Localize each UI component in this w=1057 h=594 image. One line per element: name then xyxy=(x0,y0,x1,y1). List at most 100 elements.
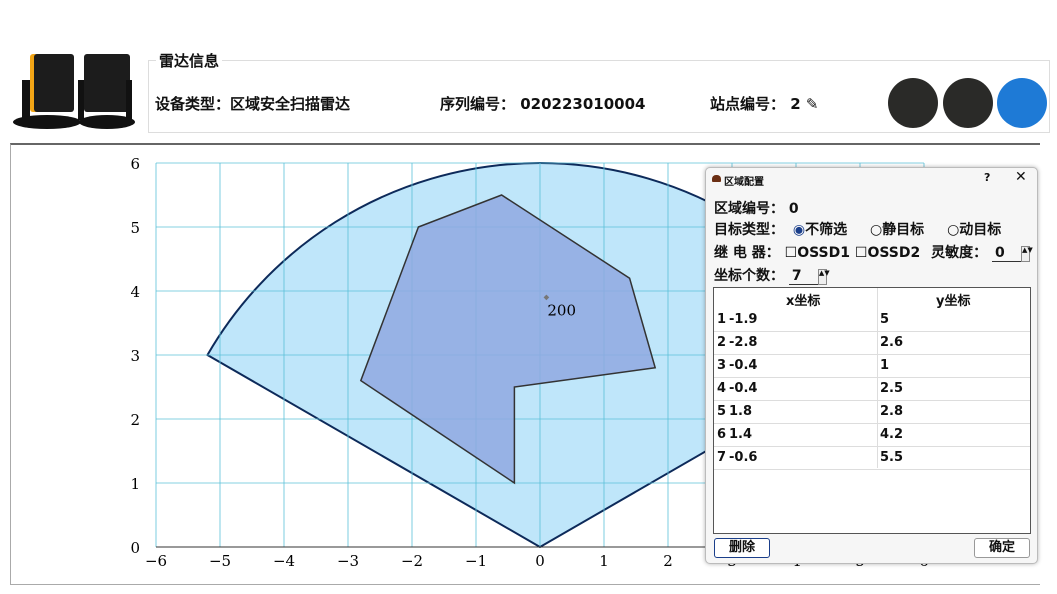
x-tick-label: −1 xyxy=(465,552,487,570)
radar-device-image xyxy=(13,54,135,129)
table-row[interactable]: 7 -0.6 5.5 xyxy=(714,447,1030,470)
cell-x[interactable]: -0.6 xyxy=(729,450,758,465)
target-label: 目标类型： xyxy=(714,222,784,238)
relay-label: 继 电 器： xyxy=(714,245,780,261)
row-index: 1 xyxy=(717,312,727,327)
x-tick-label: −3 xyxy=(337,552,359,570)
count-spinbox[interactable]: 7 ▲▼ xyxy=(788,268,830,285)
table-row[interactable]: 1 -1.9 5 xyxy=(714,309,1030,332)
row-index: 7 xyxy=(717,450,727,465)
delete-button[interactable]: 删除 xyxy=(714,538,770,558)
marker-point xyxy=(543,294,550,301)
status-indicator-2 xyxy=(943,78,993,128)
zone-polygon xyxy=(359,194,657,485)
zone-value: 0 xyxy=(788,201,799,217)
cell-x[interactable]: -2.8 xyxy=(729,335,758,350)
spin-arrows-icon[interactable]: ▲▼ xyxy=(1021,246,1033,262)
y-tick-label: 6 xyxy=(130,155,140,173)
status-indicator-3 xyxy=(997,78,1047,128)
checkbox-ossd2[interactable]: ☐OSSD2 xyxy=(854,245,921,261)
edit-icon[interactable]: ✎ xyxy=(805,95,819,113)
device-type: 设备类型：区域安全扫描雷达 xyxy=(155,93,350,114)
table-row[interactable]: 2 -2.8 2.6 xyxy=(714,332,1030,355)
x-tick-label: −2 xyxy=(401,552,423,570)
table-row[interactable]: 4 -0.4 2.5 xyxy=(714,378,1030,401)
status-indicator-1 xyxy=(888,78,938,128)
group-title: 雷达信息 xyxy=(156,50,223,71)
column-header-y: y坐标 xyxy=(936,294,971,309)
ok-button[interactable]: 确定 xyxy=(974,538,1030,558)
close-button[interactable]: ✕ xyxy=(1015,169,1027,185)
spin-arrows-icon[interactable]: ▲▼ xyxy=(817,269,830,285)
table-row[interactable]: 3 -0.4 1 xyxy=(714,355,1030,378)
cell-y[interactable]: 2.6 xyxy=(880,335,904,350)
count-row: 坐标个数： 7 ▲▼ xyxy=(714,265,830,285)
y-tick-label: 1 xyxy=(130,475,140,493)
cell-x[interactable]: 1.4 xyxy=(729,427,753,442)
checkbox-label: OSSD2 xyxy=(867,245,921,261)
radar-info-group xyxy=(148,60,1050,133)
station-label: 站点编号： xyxy=(710,95,786,113)
marker-label: 200 xyxy=(547,301,576,319)
column-header-x: x坐标 xyxy=(786,294,821,309)
app-icon xyxy=(712,175,721,182)
y-tick-label: 5 xyxy=(130,219,140,237)
device-type-value: 区域安全扫描雷达 xyxy=(230,95,351,113)
zone-config-dialog: 区域配置 ? ✕ 区域编号： 0 目标类型： ◉不筛选 ○静目标 ○动目标 继 … xyxy=(705,167,1038,564)
radio-no-filter[interactable]: ◉不筛选 xyxy=(793,222,847,238)
radio-moving[interactable]: ○动目标 xyxy=(947,222,1002,238)
dialog-title: 区域配置 xyxy=(724,177,764,188)
radio-static[interactable]: ○静目标 xyxy=(869,222,925,238)
cell-x[interactable]: 1.8 xyxy=(729,404,753,419)
y-tick-label: 2 xyxy=(130,411,140,429)
checkbox-label: OSSD1 xyxy=(797,245,850,261)
cell-y[interactable]: 5.5 xyxy=(880,450,904,465)
count-label: 坐标个数： xyxy=(714,268,784,284)
radio-label: 动目标 xyxy=(959,222,1002,238)
target-row: 目标类型： ◉不筛选 ○静目标 ○动目标 xyxy=(714,219,1001,239)
sensitivity-label: 灵敏度： xyxy=(931,245,988,261)
radio-checked-icon: ◉ xyxy=(792,222,806,238)
serial-value: 020223010004 xyxy=(520,95,646,113)
checkbox-ossd1[interactable]: ☐OSSD1 xyxy=(784,245,850,261)
station-value: 2 xyxy=(790,95,801,113)
plot-area xyxy=(10,143,1040,585)
x-tick-label: −6 xyxy=(145,552,167,570)
coordinate-table[interactable]: x坐标 y坐标 1 -1.9 5 2 -2.8 2.6 3 -0.4 1 4 -0.4 2.5 5 1.8… xyxy=(713,287,1031,534)
y-tick-label: 3 xyxy=(130,347,140,365)
cell-y[interactable]: 4.2 xyxy=(880,427,904,442)
y-tick-label: 0 xyxy=(130,539,140,557)
x-tick-label: 1 xyxy=(599,552,609,570)
radio-label: 静目标 xyxy=(882,222,925,238)
x-tick-label: −4 xyxy=(273,552,295,570)
row-index: 6 xyxy=(717,427,727,442)
cell-y[interactable]: 2.5 xyxy=(880,381,904,396)
cell-y[interactable]: 2.8 xyxy=(880,404,904,419)
cell-x[interactable]: -0.4 xyxy=(729,358,758,373)
serial: 序列编号： 020223010004 xyxy=(440,93,646,114)
x-tick-label: 2 xyxy=(663,552,673,570)
table-row[interactable]: 5 1.8 2.8 xyxy=(714,401,1030,424)
serial-label: 序列编号： xyxy=(440,95,516,113)
zone-row: 区域编号： 0 xyxy=(714,198,799,218)
table-row[interactable]: 6 1.4 4.2 xyxy=(714,424,1030,447)
zone-label: 区域编号： xyxy=(714,201,784,217)
count-value: 7 xyxy=(791,268,802,284)
help-button[interactable]: ? xyxy=(984,171,991,184)
row-index: 3 xyxy=(717,358,727,373)
cell-y[interactable]: 5 xyxy=(880,312,890,327)
device-type-label: 设备类型： xyxy=(155,95,231,113)
row-index: 5 xyxy=(717,404,727,419)
cell-y[interactable]: 1 xyxy=(880,358,890,373)
x-tick-label: 0 xyxy=(535,552,545,570)
y-tick-label: 4 xyxy=(130,283,140,301)
station: 站点编号： 2 ✎ xyxy=(710,93,819,114)
radio-label: 不筛选 xyxy=(805,222,848,238)
x-tick-label: −5 xyxy=(209,552,231,570)
cell-x[interactable]: -0.4 xyxy=(729,381,758,396)
row-index: 2 xyxy=(717,335,727,350)
sensitivity-spinbox[interactable]: 0 ▲▼ xyxy=(992,245,1033,262)
cell-x[interactable]: -1.9 xyxy=(729,312,758,327)
sensitivity-value: 0 xyxy=(995,245,1005,261)
relay-row: 继 电 器： ☐OSSD1 ☐OSSD2 灵敏度： 0 ▲▼ xyxy=(714,242,1033,262)
